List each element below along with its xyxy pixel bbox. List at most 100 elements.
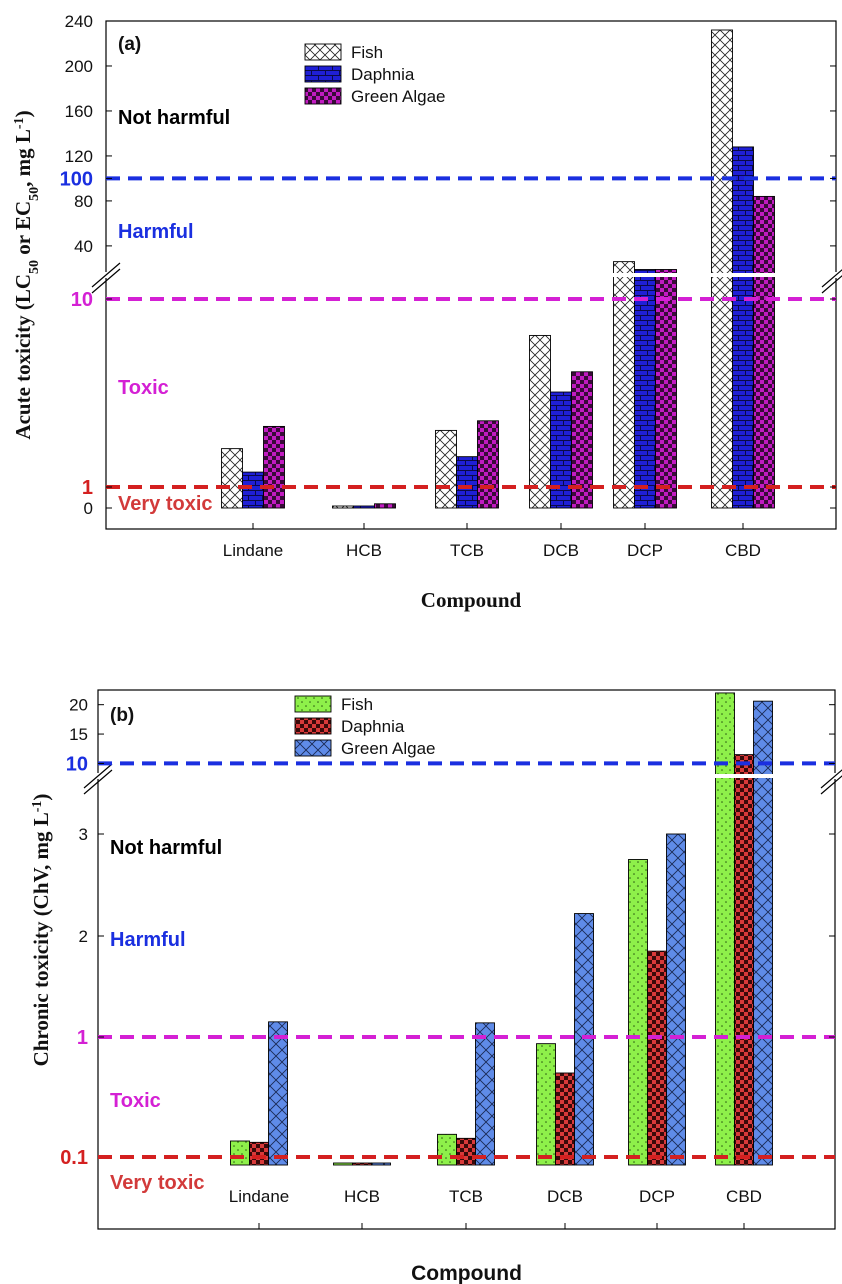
bar-green-algae-hcb bbox=[374, 503, 396, 509]
zone-label-harmful: Harmful bbox=[110, 929, 186, 951]
break-mark-right-2 bbox=[821, 275, 842, 294]
xtick-label-hcb: HCB bbox=[344, 1187, 380, 1206]
ytick-label-15: 15 bbox=[69, 725, 88, 744]
xtick-label-dcp: DCP bbox=[639, 1187, 675, 1206]
ytick-label-80: 80 bbox=[74, 192, 93, 211]
ytick-label-20: 20 bbox=[69, 696, 88, 715]
bar-green-algae-tcb bbox=[475, 1022, 495, 1166]
legend-label-daphnia: Daphnia bbox=[351, 65, 415, 84]
axis-break-gap bbox=[107, 273, 835, 277]
ytick-label-low-10: 10 bbox=[71, 289, 93, 311]
bar-green-algae-dcb bbox=[574, 913, 594, 1166]
legend-swatch-fish bbox=[294, 695, 332, 713]
bar-daphnia-dcb bbox=[555, 1072, 575, 1166]
bar-green-algae-hcb bbox=[371, 1162, 391, 1166]
panel-b-chart: 10 15 20 1 2 3 0.1 Lindane HCB TCB DCB DCP CBD Not ha… bbox=[29, 689, 842, 1284]
xtick-label-dcp: DCP bbox=[627, 541, 663, 560]
bar-green-algae-dcb bbox=[571, 371, 593, 509]
bar-green-algae-dcp bbox=[666, 833, 686, 1166]
ytick-label-10: 10 bbox=[66, 753, 88, 775]
xtick-label-dcb: DCB bbox=[543, 541, 579, 560]
ytick-label-low-0: 0 bbox=[84, 499, 93, 518]
legend-swatch-daphnia bbox=[294, 717, 332, 735]
legend-swatch-green-algae bbox=[294, 739, 332, 757]
legend-label-fish: Fish bbox=[351, 43, 383, 62]
ytick-label-40: 40 bbox=[74, 237, 93, 256]
threshold-label-0.1: 0.1 bbox=[60, 1147, 88, 1169]
bar-daphnia-dcp bbox=[634, 269, 656, 509]
bar-daphnia-tcb bbox=[456, 456, 478, 509]
bar-fish-tcb bbox=[437, 1133, 457, 1166]
ytick-label-low-3: 3 bbox=[79, 825, 88, 844]
bar-daphnia-hcb bbox=[352, 1162, 372, 1166]
y-axis-title: Chronic toxicity (ChV, mg L-1) bbox=[29, 794, 53, 1067]
x-axis-title: Compound bbox=[421, 588, 522, 612]
legend-label-green-algae: Green Algae bbox=[341, 739, 436, 758]
x-axis-title: Compound bbox=[411, 1262, 522, 1284]
legend-label-fish: Fish bbox=[341, 695, 373, 714]
bar-green-algae-dcp bbox=[655, 269, 677, 509]
legend-swatch-fish bbox=[304, 43, 342, 61]
axis-break-gap bbox=[99, 774, 834, 778]
xtick-label-cbd: CBD bbox=[726, 1187, 762, 1206]
bar-daphnia-lindane bbox=[242, 471, 264, 509]
ytick-label-200: 200 bbox=[65, 57, 93, 76]
bar-daphnia-cbd bbox=[732, 146, 754, 509]
bar-fish-tcb bbox=[435, 429, 457, 509]
break-mark-right bbox=[820, 769, 842, 789]
legend-label-daphnia: Daphnia bbox=[341, 717, 405, 736]
bar-daphnia-cbd bbox=[734, 754, 754, 1166]
panel-label: (a) bbox=[118, 34, 141, 55]
zone-label-harmful: Harmful bbox=[118, 221, 194, 243]
ytick-label-low-1: 1 bbox=[77, 1027, 88, 1049]
xtick-label-tcb: TCB bbox=[449, 1187, 483, 1206]
bar-green-algae-cbd bbox=[753, 700, 773, 1166]
y-axis-title: Acute toxicity (LC50 or EC50, mg L-1) bbox=[11, 110, 42, 439]
ytick-label-low-2: 2 bbox=[79, 927, 88, 946]
bar-fish-cbd bbox=[711, 29, 733, 509]
zone-label-not-harmful: Not harmful bbox=[118, 107, 230, 129]
bar-green-algae-cbd bbox=[753, 195, 775, 509]
bar-daphnia-hcb bbox=[353, 505, 375, 509]
panel-a-chart: 40 80 100 120 160 200 240 01 10 Lindane HCB TCB DCB D… bbox=[11, 12, 842, 612]
bar-green-algae-tcb bbox=[477, 420, 499, 509]
bar-green-algae-lindane bbox=[268, 1021, 288, 1166]
bar-fish-hcb bbox=[332, 505, 354, 509]
panel-label: (b) bbox=[110, 705, 134, 726]
bar-fish-lindane bbox=[230, 1140, 250, 1166]
bar-fish-dcb bbox=[529, 334, 551, 509]
zone-label-toxic: Toxic bbox=[118, 377, 169, 399]
bar-green-algae-lindane bbox=[263, 425, 285, 509]
break-mark-left-2 bbox=[91, 268, 121, 294]
legend-swatch-green-algae bbox=[304, 87, 342, 105]
bar-daphnia-dcp bbox=[647, 950, 667, 1166]
break-mark-left-2 bbox=[83, 769, 113, 795]
break-mark-left bbox=[83, 763, 113, 789]
legend-label-green-algae: Green Algae bbox=[351, 87, 446, 106]
bar-fish-lindane bbox=[221, 448, 243, 509]
bar-daphnia-lindane bbox=[249, 1141, 269, 1166]
xtick-label-tcb: TCB bbox=[450, 541, 484, 560]
bar-daphnia-dcb bbox=[550, 391, 572, 509]
ytick-label-low-1: 1 bbox=[82, 477, 93, 499]
xtick-label-lindane: Lindane bbox=[229, 1187, 290, 1206]
ytick-label-240: 240 bbox=[65, 12, 93, 31]
ytick-label-100: 100 bbox=[60, 168, 93, 190]
ytick-label-120: 120 bbox=[65, 147, 93, 166]
legend-swatch-daphnia bbox=[304, 65, 342, 83]
xtick-label-cbd: CBD bbox=[725, 541, 761, 560]
bar-fish-hcb bbox=[333, 1162, 353, 1166]
xtick-label-hcb: HCB bbox=[346, 541, 382, 560]
break-mark-right bbox=[821, 269, 842, 288]
bar-fish-dcb bbox=[536, 1043, 556, 1166]
xtick-label-lindane: Lindane bbox=[223, 541, 284, 560]
zone-label-very-toxic: Very toxic bbox=[110, 1172, 205, 1194]
ytick-label-160: 160 bbox=[65, 102, 93, 121]
break-mark-left bbox=[91, 262, 121, 288]
zone-label-not-harmful: Not harmful bbox=[110, 837, 222, 859]
break-mark-right-2 bbox=[820, 775, 842, 795]
xtick-label-dcb: DCB bbox=[547, 1187, 583, 1206]
bar-daphnia-tcb bbox=[456, 1137, 476, 1166]
zone-label-very-toxic: Very toxic bbox=[118, 493, 213, 515]
